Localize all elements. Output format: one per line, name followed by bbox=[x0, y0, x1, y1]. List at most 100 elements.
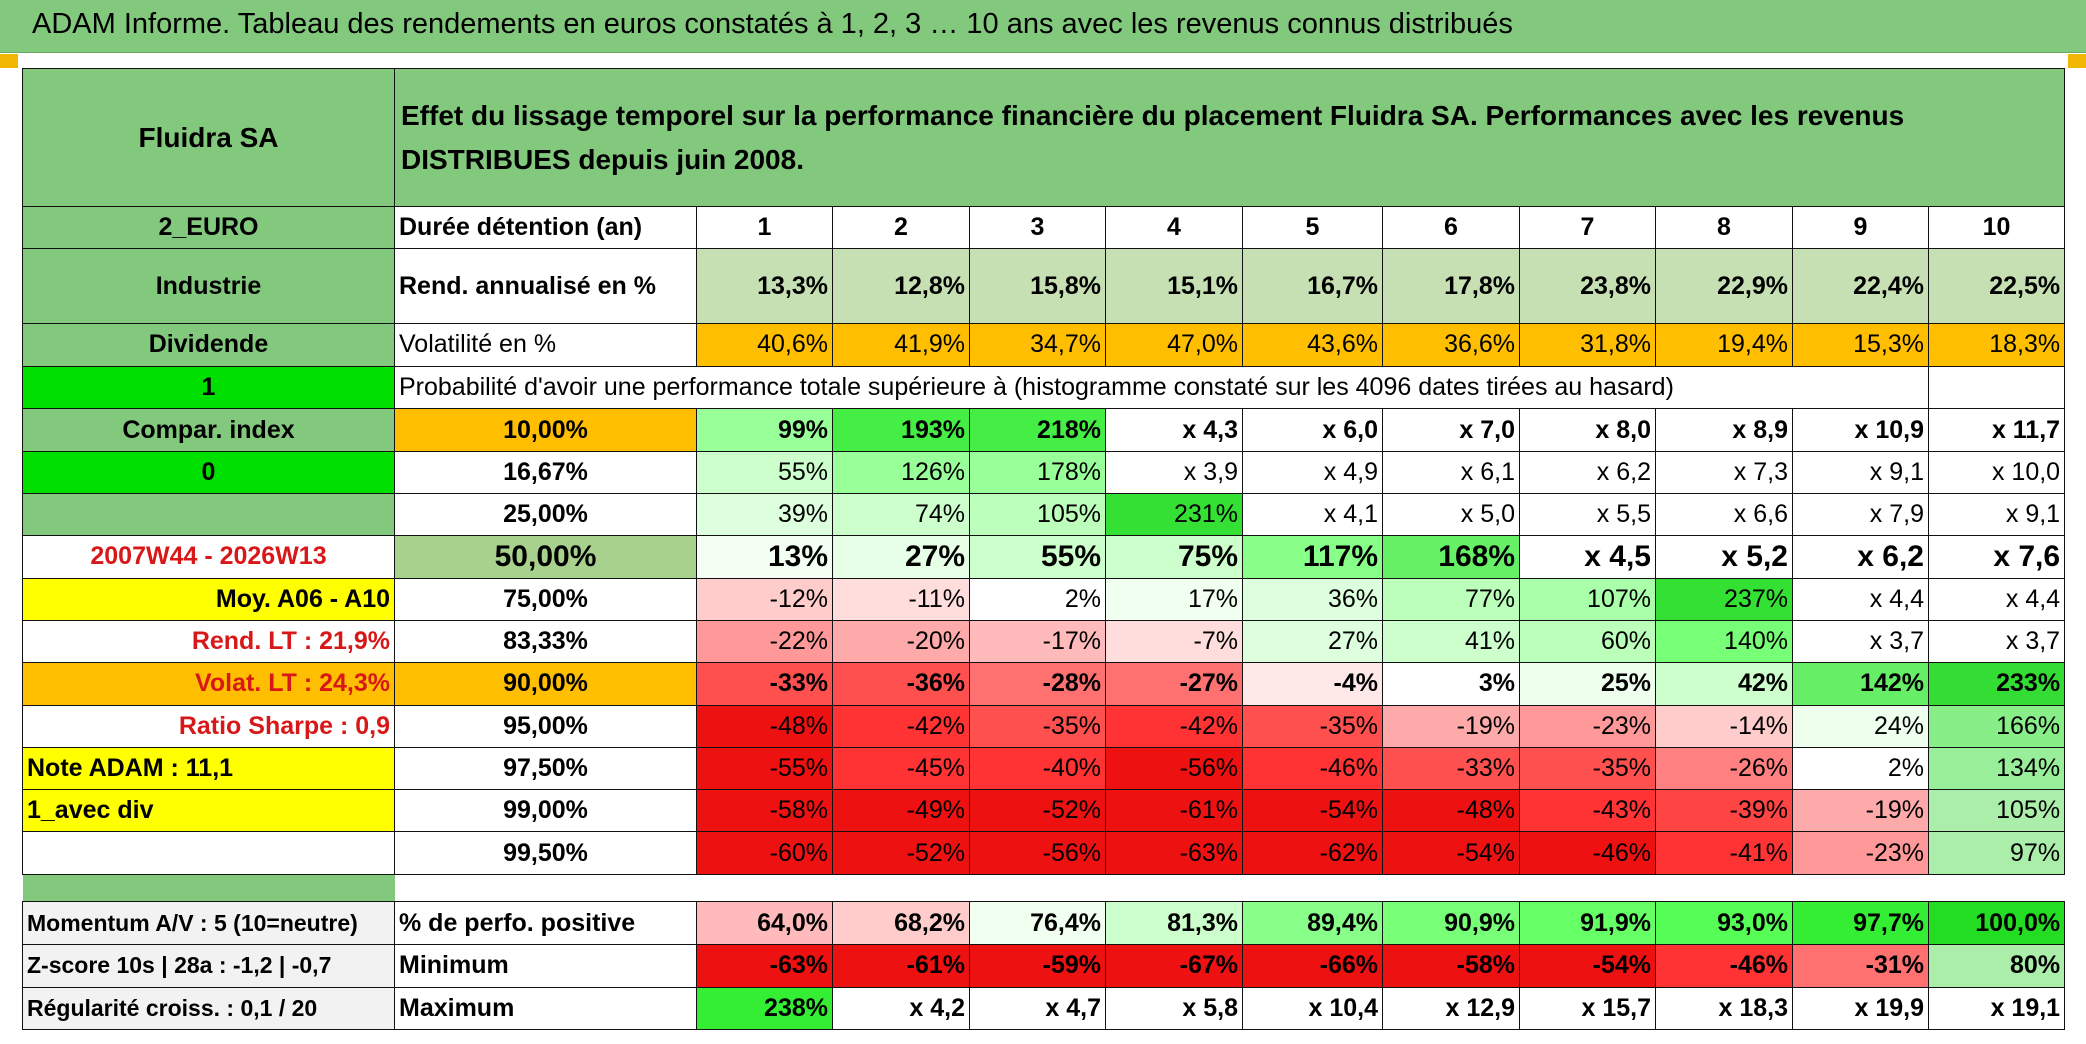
table-cell: -33% bbox=[1382, 746, 1520, 791]
table-cell: 64,0% bbox=[696, 900, 833, 946]
table-cell: 40,6% bbox=[696, 322, 833, 368]
table-cell: -42% bbox=[1105, 704, 1243, 748]
table-row: 1 Probabilité d'avoir une performance tot… bbox=[22, 366, 2066, 410]
table-cell: -35% bbox=[1519, 746, 1656, 791]
table-cell: x 12,9 bbox=[1382, 986, 1520, 1030]
table-cell: x 6,2 bbox=[1519, 450, 1656, 495]
table-cell: 60% bbox=[1519, 619, 1656, 664]
table-cell: -19% bbox=[1792, 789, 1929, 833]
table-cell: x 3,7 bbox=[1792, 619, 1929, 664]
table-cell bbox=[22, 874, 395, 902]
table-cell: -56% bbox=[969, 831, 1106, 875]
table-cell: -54% bbox=[1242, 789, 1383, 833]
table-cell: 22,5% bbox=[1927, 248, 2066, 324]
table-cell: 0 bbox=[22, 450, 395, 495]
table-cell: 39% bbox=[696, 493, 833, 537]
table-cell: -55% bbox=[696, 746, 833, 791]
table-cell: Régularité croiss. : 0,1 / 20 bbox=[22, 986, 395, 1030]
table-cell: 27% bbox=[832, 535, 970, 579]
table-row: 1_avec div 99,00% -58% -49% -52% -61% -54% -48%… bbox=[22, 789, 2066, 833]
table-cell: x 8,9 bbox=[1655, 408, 1793, 452]
table-cell: -42% bbox=[832, 704, 970, 748]
table-cell: 25,00% bbox=[394, 493, 697, 537]
table-cell: 80% bbox=[1927, 944, 2066, 988]
table-cell: 193% bbox=[832, 408, 970, 452]
table-cell: Industrie bbox=[22, 248, 395, 324]
table-cell: 41% bbox=[1382, 619, 1520, 664]
table-cell: 2% bbox=[1792, 746, 1929, 791]
table-cell: Moy. A06 - A10 bbox=[22, 577, 395, 621]
table-cell: Rend. LT : 21,9% bbox=[22, 619, 395, 664]
table-cell: 42% bbox=[1655, 662, 1793, 706]
table-row: 0 16,67% 55% 126% 178% x 3,9 x 4,9 x 6,1 x 6,2 x … bbox=[22, 450, 2066, 495]
table-cell: -54% bbox=[1519, 944, 1656, 988]
table-cell: -17% bbox=[969, 619, 1106, 664]
table-row: 25,00% 39% 74% 105% 231% x 4,1 x 5,0 x 5,5 x 6,6… bbox=[22, 493, 2066, 537]
table-cell: -40% bbox=[969, 746, 1106, 791]
table-cell: 17,8% bbox=[1382, 248, 1520, 324]
table-row: Rend. LT : 21,9% 83,33% -22% -20% -17% -7% 27%… bbox=[22, 619, 2066, 664]
table-cell: 134% bbox=[1927, 746, 2066, 791]
table-cell: 1 bbox=[696, 205, 833, 250]
table-cell bbox=[394, 874, 2065, 902]
table-row: Régularité croiss. : 0,1 / 20 Maximum 238%… bbox=[22, 986, 2066, 1030]
table-row: Ratio Sharpe : 0,9 95,00% -48% -42% -35% -42%… bbox=[22, 704, 2066, 748]
table-cell: 43,6% bbox=[1242, 322, 1383, 368]
table-cell: 218% bbox=[969, 408, 1106, 452]
table-cell: 10,00% bbox=[394, 408, 697, 452]
table-cell: -45% bbox=[832, 746, 970, 791]
table-cell: 15,1% bbox=[1105, 248, 1243, 324]
corner-marker-top-left bbox=[0, 54, 18, 68]
table-cell: 107% bbox=[1519, 577, 1656, 621]
table-cell: 90,00% bbox=[394, 662, 697, 706]
table-cell: -23% bbox=[1792, 831, 1929, 875]
table-cell: 89,4% bbox=[1242, 900, 1383, 946]
table-cell: 99,50% bbox=[394, 831, 697, 875]
table-cell: 75% bbox=[1105, 535, 1243, 579]
table-cell: 17% bbox=[1105, 577, 1243, 621]
table-cell: 9 bbox=[1792, 205, 1929, 250]
table-cell: -61% bbox=[1105, 789, 1243, 833]
table-cell: -58% bbox=[1382, 944, 1520, 988]
returns-table: Fluidra SA Effet du lissage temporel sur … bbox=[22, 68, 2066, 1030]
table-cell: -59% bbox=[969, 944, 1106, 988]
table-cell: 74% bbox=[832, 493, 970, 537]
table-cell: 19,4% bbox=[1655, 322, 1793, 368]
table-cell: 4 bbox=[1105, 205, 1243, 250]
table-cell: 13% bbox=[696, 535, 833, 579]
table-cell: x 10,9 bbox=[1792, 408, 1929, 452]
table-cell: Note ADAM : 11,1 bbox=[22, 746, 395, 791]
table-cell: x 11,7 bbox=[1927, 408, 2066, 452]
table-row: 2007W44 - 2026W13 50,00% 13% 27% 55% 75% 117% 1… bbox=[22, 535, 2066, 579]
table-cell: 1_avec div bbox=[22, 789, 395, 833]
table-cell: 34,7% bbox=[969, 322, 1106, 368]
table-cell: x 10,4 bbox=[1242, 986, 1383, 1030]
table-cell: Ratio Sharpe : 0,9 bbox=[22, 704, 395, 748]
table-cell: -20% bbox=[832, 619, 970, 664]
table-cell: 77% bbox=[1382, 577, 1520, 621]
table-row: Fluidra SA Effet du lissage temporel sur … bbox=[22, 68, 2066, 207]
table-cell: 13,3% bbox=[696, 248, 833, 324]
table-cell: x 5,5 bbox=[1519, 493, 1656, 537]
table-cell: 140% bbox=[1655, 619, 1793, 664]
table-cell: 2 bbox=[832, 205, 970, 250]
table-cell: 36% bbox=[1242, 577, 1383, 621]
table-cell: -52% bbox=[832, 831, 970, 875]
table-cell: 1 bbox=[22, 366, 395, 410]
table-cell: -22% bbox=[696, 619, 833, 664]
table-row: Note ADAM : 11,1 97,50% -55% -45% -40% -56% -4… bbox=[22, 746, 2066, 791]
table-cell: x 7,0 bbox=[1382, 408, 1520, 452]
table-cell: -28% bbox=[969, 662, 1106, 706]
table-cell: Minimum bbox=[394, 944, 697, 988]
table-cell: x 3,9 bbox=[1105, 450, 1243, 495]
table-cell: 142% bbox=[1792, 662, 1929, 706]
table-cell: -41% bbox=[1655, 831, 1793, 875]
table-cell: 90,9% bbox=[1382, 900, 1520, 946]
table-cell: 178% bbox=[969, 450, 1106, 495]
table-row: Dividende Volatilité en % 40,6% 41,9% 34,7% 4… bbox=[22, 322, 2066, 368]
table-cell: x 5,0 bbox=[1382, 493, 1520, 537]
table-cell: -7% bbox=[1105, 619, 1243, 664]
table-cell: Rend. annualisé en % bbox=[394, 248, 697, 324]
table-cell: x 7,9 bbox=[1792, 493, 1929, 537]
table-cell: 16,67% bbox=[394, 450, 697, 495]
